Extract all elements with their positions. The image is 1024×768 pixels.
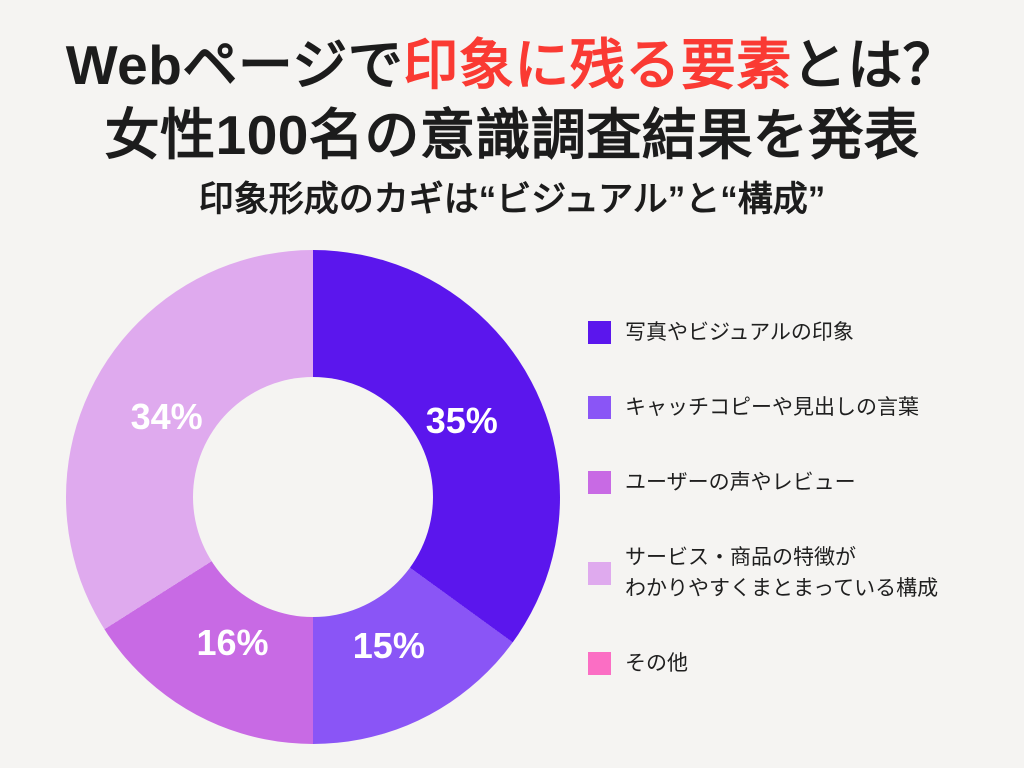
page-title-line1: Webページで印象に残る要素とは？ — [0, 30, 1024, 100]
legend-color-swatch — [588, 321, 611, 344]
legend: 写真やビジュアルの印象 キャッチコピーや見出しの言葉 ユーザーの声やレビュー サ… — [588, 317, 938, 679]
legend-color-swatch — [588, 561, 611, 585]
legend-item-label: その他 — [625, 652, 688, 675]
page-title-line2: 女性100名の意識調査結果を発表 — [104, 104, 920, 166]
slice-percent-label: 34% — [130, 395, 203, 437]
legend-item: キャッチコピーや見出しの言葉 — [588, 392, 938, 423]
donut-hole — [193, 377, 433, 617]
legend-item-label: サービス・商品の特徴が わかりやすくまとまっている構成 — [625, 546, 939, 600]
legend-item: サービス・商品の特徴が わかりやすくまとまっている構成 — [588, 542, 938, 604]
legend-item: その他 — [588, 648, 938, 679]
legend-color-swatch — [588, 471, 611, 494]
slice-percent-label: 35% — [425, 400, 498, 442]
title-suffix: とは？ — [791, 34, 959, 96]
legend-item-label: ユーザーの声やレビュー — [625, 471, 856, 494]
legend-item: 写真やビジュアルの印象 — [588, 317, 938, 348]
legend-color-swatch — [588, 652, 611, 675]
slice-percent-label: 16% — [196, 622, 269, 664]
page-subtitle: 印象形成のカギは“ビジュアル”と“構成” — [198, 180, 826, 219]
header: Webページで印象に残る要素とは？ 女性100名の意識調査結果を発表 印象形成の… — [0, 30, 1024, 219]
legend-item-label: 写真やビジュアルの印象 — [625, 321, 854, 344]
legend-color-swatch — [588, 396, 611, 419]
legend-item: ユーザーの声やレビュー — [588, 467, 938, 498]
donut-chart: 35% 15% 16% 34% — [66, 250, 560, 744]
slice-percent-label: 15% — [352, 624, 425, 666]
title-prefix: Webページで — [65, 34, 404, 96]
legend-item-label: キャッチコピーや見出しの言葉 — [625, 396, 919, 419]
title-highlight: 印象に残る要素 — [403, 34, 792, 96]
